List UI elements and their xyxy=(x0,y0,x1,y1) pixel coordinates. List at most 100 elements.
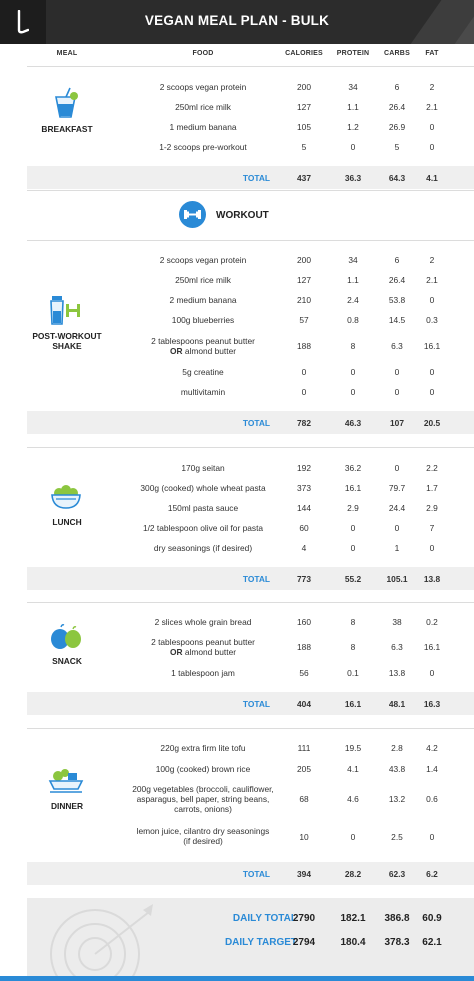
calories-cell: 205 xyxy=(297,764,311,774)
carbs-cell: 43.8 xyxy=(388,764,406,774)
salad-bowl-icon xyxy=(51,485,81,509)
daily-total-calories: 2790 xyxy=(292,913,316,924)
col-header-meal: MEAL xyxy=(56,50,78,57)
fat-cell: 2.1 xyxy=(426,275,438,285)
fat-cell: 4.2 xyxy=(426,743,438,753)
total-row: TOTAL 437 36.3 64.3 4.1 xyxy=(27,166,474,189)
protein-cell: 0 xyxy=(350,142,356,152)
fat-cell: 0 xyxy=(429,543,435,553)
protein-cell: 1.1 xyxy=(347,102,359,112)
food-cell: lemon juice, cilantro dry seasonings (if… xyxy=(122,826,284,846)
food-cell: 250ml rice milk xyxy=(175,275,231,285)
fat-cell: 0 xyxy=(429,295,435,305)
divider xyxy=(27,240,474,241)
carbs-cell: 13.8 xyxy=(388,668,406,678)
calories-cell: 188 xyxy=(297,341,311,351)
divider xyxy=(27,447,474,448)
carbs-cell: 24.4 xyxy=(388,503,406,513)
total-fat: 16.3 xyxy=(423,699,441,709)
total-row: TOTAL 394 28.2 62.3 6.2 xyxy=(27,862,474,885)
total-label: TOTAL xyxy=(242,699,270,709)
divider xyxy=(27,602,474,603)
fat-cell: 0 xyxy=(429,832,435,842)
total-calories: 782 xyxy=(297,418,311,428)
dumbbell-icon xyxy=(184,210,201,219)
total-row: TOTAL 404 16.1 48.1 16.3 xyxy=(27,692,474,715)
calories-cell: 160 xyxy=(297,617,311,627)
total-carbs: 64.3 xyxy=(388,173,406,183)
protein-cell: 4.6 xyxy=(347,794,359,804)
protein-cell: 8 xyxy=(350,341,356,351)
smoothie-icon xyxy=(55,87,78,118)
col-header-food: FOOD xyxy=(192,50,214,57)
protein-cell: 4.1 xyxy=(347,764,359,774)
protein-cell: 36.2 xyxy=(344,463,362,473)
fat-cell: 0 xyxy=(429,387,435,397)
carbs-cell: 6.3 xyxy=(391,341,403,351)
food-cell: 1/2 tablespoon olive oil for pasta xyxy=(142,523,264,533)
carbs-cell: 13.2 xyxy=(388,794,406,804)
total-label: TOTAL xyxy=(242,418,270,428)
fat-cell: 16.1 xyxy=(423,341,441,351)
food-cell: 200g vegetables (broccoli, cauliflower, … xyxy=(122,784,284,814)
food-cell: 1-2 scoops pre-workout xyxy=(159,142,247,152)
food-text: 2 tablespoons peanut butter xyxy=(151,637,255,647)
col-header-calories: CALORIES xyxy=(285,50,323,57)
fat-cell: 2.2 xyxy=(426,463,438,473)
meal-label-breakfast: BREAKFAST xyxy=(41,124,93,134)
total-carbs: 105.1 xyxy=(386,574,408,584)
food-text: lemon juice, cilantro dry seasonings xyxy=(136,826,270,836)
daily-total-fat: 60.9 xyxy=(422,913,442,924)
food-text: almond butter xyxy=(182,346,237,356)
calories-cell: 111 xyxy=(297,743,311,753)
calories-cell: 105 xyxy=(297,122,311,132)
food-cell: 150ml pasta sauce xyxy=(167,503,239,513)
daily-target-label: DAILY TARGET xyxy=(224,937,297,948)
total-protein: 55.2 xyxy=(344,574,362,584)
col-header-protein: PROTEIN xyxy=(336,50,370,57)
target-icon xyxy=(50,904,153,976)
total-protein: 16.1 xyxy=(344,699,362,709)
total-fat: 6.2 xyxy=(426,869,438,879)
fat-cell: 7 xyxy=(429,523,435,533)
meal-label-snack: SNACK xyxy=(52,656,82,666)
apples-icon xyxy=(51,624,81,649)
calories-cell: 192 xyxy=(297,463,311,473)
divider xyxy=(27,728,474,729)
protein-cell: 19.5 xyxy=(344,743,362,753)
meal-label-lunch: LUNCH xyxy=(52,517,82,527)
workout-label: WORKOUT xyxy=(216,210,269,221)
daily-total-label: DAILY TOTAL xyxy=(232,913,297,924)
food-cell: 2 scoops vegan protein xyxy=(159,82,247,92)
divider xyxy=(27,190,474,191)
calories-cell: 373 xyxy=(297,483,311,493)
protein-cell: 1.2 xyxy=(347,122,359,132)
total-carbs: 62.3 xyxy=(388,869,406,879)
food-cell: 1 medium banana xyxy=(169,122,237,132)
carbs-cell: 79.7 xyxy=(388,483,406,493)
food-cell: 2 scoops vegan protein xyxy=(159,255,247,265)
food-text: (if desired) xyxy=(183,836,223,846)
page-title: VEGAN MEAL PLAN - BULK xyxy=(144,13,330,28)
col-header-fat: FAT xyxy=(425,50,439,57)
fat-cell: 0.2 xyxy=(426,617,438,627)
food-cell: 300g (cooked) whole wheat pasta xyxy=(140,483,266,493)
total-label: TOTAL xyxy=(242,574,270,584)
carbs-cell: 1 xyxy=(394,543,400,553)
carbs-cell: 14.5 xyxy=(388,315,406,325)
meal-label-line: SHAKE xyxy=(52,341,82,351)
food-text: carrots, onions) xyxy=(174,804,232,814)
fat-cell: 2 xyxy=(429,255,435,265)
carbs-cell: 2.8 xyxy=(391,743,403,753)
logo[interactable] xyxy=(0,0,46,44)
fat-cell: 0 xyxy=(429,142,435,152)
carbs-cell: 6 xyxy=(394,82,400,92)
fat-cell: 2.9 xyxy=(426,503,438,513)
calories-cell: 144 xyxy=(297,503,311,513)
protein-cell: 0.1 xyxy=(347,668,359,678)
fat-cell: 1.7 xyxy=(426,483,438,493)
meal-label-line: POST-WORKOUT xyxy=(32,331,102,341)
fat-cell: 2.1 xyxy=(426,102,438,112)
fat-cell: 0.6 xyxy=(426,794,438,804)
fat-cell: 0 xyxy=(429,122,435,132)
